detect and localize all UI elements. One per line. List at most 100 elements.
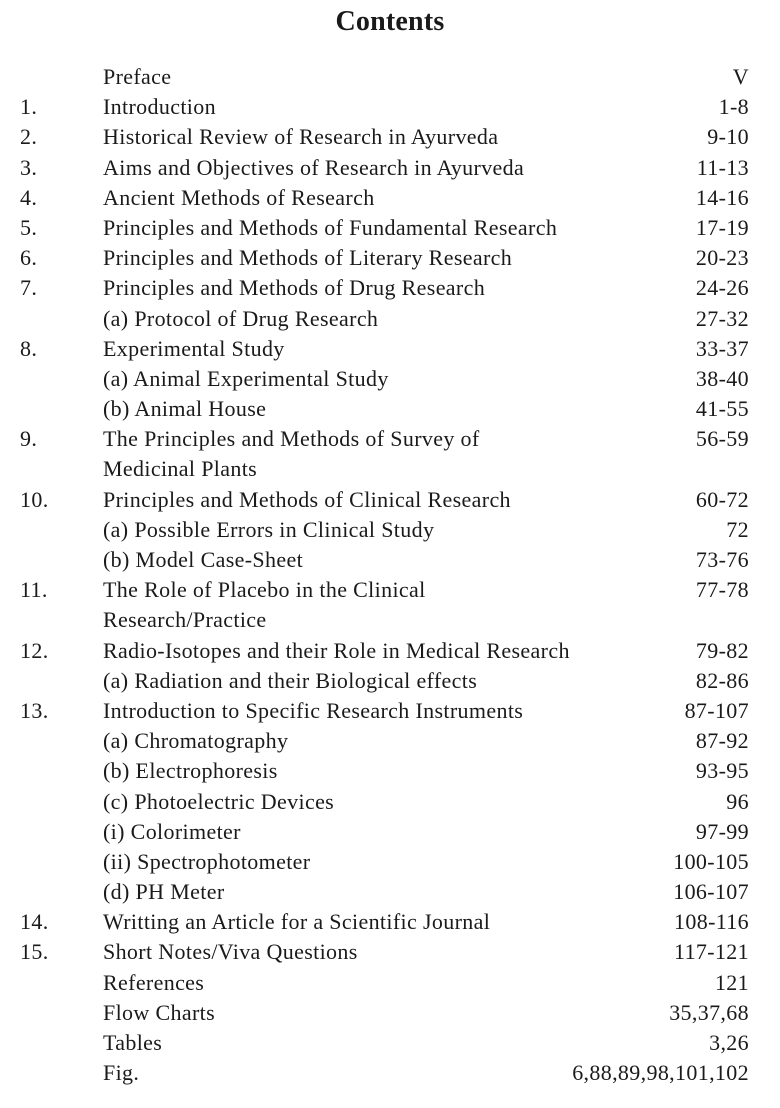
page-title: Contents bbox=[335, 6, 445, 37]
entry-number: 4. bbox=[20, 184, 38, 210]
toc-entry: (a) Protocol of Drug Research 27-32 bbox=[0, 304, 780, 334]
entry-pages: 6,88,89,98,101,102 bbox=[572, 1060, 749, 1086]
toc-entry: 12. Radio-Isotopes and their Role in Medi… bbox=[0, 636, 780, 666]
entry-title: (a) Chromatography bbox=[103, 728, 289, 754]
entry-pages: 35,37,68 bbox=[669, 999, 749, 1025]
entry-number: 6. bbox=[20, 245, 38, 271]
entry-pages: 82-86 bbox=[695, 667, 749, 693]
entry-pages: V bbox=[732, 64, 749, 89]
entry-pages: 117-121 bbox=[674, 939, 749, 965]
entry-title: Tables bbox=[103, 1030, 163, 1055]
entry-pages: 9-10 bbox=[707, 124, 749, 150]
entry-number: 11. bbox=[20, 577, 48, 603]
entry-pages: 73-76 bbox=[695, 547, 749, 572]
toc-entry: 1. Introduction 1-8 bbox=[0, 92, 780, 122]
toc-entry: Flow Charts 35,37,68 bbox=[0, 998, 780, 1028]
entry-pages: 11-13 bbox=[696, 154, 749, 180]
entry-pages: 97-99 bbox=[695, 818, 749, 844]
toc-entry: 14. Writting an Article for a Scientific … bbox=[0, 907, 780, 937]
entry-title: (d) PH Meter bbox=[103, 879, 225, 905]
entry-pages: 41-55 bbox=[695, 396, 749, 422]
entry-title: Flow Charts bbox=[103, 999, 216, 1025]
entry-title: Radio-Isotopes and their Role in Medical… bbox=[103, 637, 570, 663]
entry-pages: 24-26 bbox=[695, 275, 749, 301]
entry-title: Fig. bbox=[103, 1060, 140, 1086]
toc-entry: Research/Practice bbox=[0, 605, 780, 635]
toc-entry: 11. The Role of Placebo in the Clinical 77… bbox=[0, 575, 780, 605]
entry-title: References bbox=[103, 969, 205, 995]
toc-entry: Tables 3,26 bbox=[0, 1028, 780, 1058]
entry-pages: 79-82 bbox=[695, 637, 749, 663]
toc-entry: 3. Aims and Objectives of Research in Ayu… bbox=[0, 153, 780, 183]
entry-title: Writting an Article for a Scientific Jou… bbox=[103, 909, 491, 935]
toc-entry: (b) Animal House 41-55 bbox=[0, 394, 780, 424]
toc-entry: 10. Principles and Methods of Clinical Re… bbox=[0, 485, 780, 515]
entry-number: 14. bbox=[20, 909, 49, 935]
entry-title: (c) Photoelectric Devices bbox=[103, 788, 335, 814]
entry-title: (a) Protocol of Drug Research bbox=[103, 305, 379, 331]
entry-pages: 3,26 bbox=[709, 1030, 749, 1055]
toc-entry: 13. Introduction to Specific Research Ins… bbox=[0, 696, 780, 726]
entry-title: Medicinal Plants bbox=[103, 456, 258, 482]
toc-entry: (b) Model Case-Sheet 73-76 bbox=[0, 545, 780, 575]
entry-number: 2. bbox=[20, 124, 38, 150]
entry-pages: 20-23 bbox=[695, 245, 749, 271]
entry-title: (a) Animal Experimental Study bbox=[103, 365, 389, 391]
entry-pages: 108-116 bbox=[674, 909, 749, 935]
entry-number: 12. bbox=[20, 637, 49, 663]
entry-title: Experimental Study bbox=[103, 335, 285, 361]
entry-pages: 17-19 bbox=[695, 214, 749, 240]
entry-title: (b) Animal House bbox=[103, 396, 267, 422]
entry-number: 13. bbox=[20, 697, 49, 723]
toc-entry: References 121 bbox=[0, 968, 780, 998]
entry-number: 5. bbox=[20, 214, 38, 240]
entry-pages: 1-8 bbox=[718, 94, 749, 120]
toc-entry: 7. Principles and Methods of Drug Researc… bbox=[0, 273, 780, 303]
entry-pages: 38-40 bbox=[695, 365, 749, 391]
entry-title: Principles and Methods of Fundamental Re… bbox=[103, 214, 558, 240]
entry-title: (a) Radiation and their Biological effec… bbox=[103, 667, 478, 693]
toc-entry: (a) Chromatography 87-92 bbox=[0, 726, 780, 756]
entry-title: (i) Colorimeter bbox=[103, 818, 241, 844]
toc-entry: (b) Electrophoresis 93-95 bbox=[0, 756, 780, 786]
entry-title: Principles and Methods of Clinical Resea… bbox=[103, 486, 511, 512]
entry-title: Aims and Objectives of Research in Ayurv… bbox=[103, 154, 525, 180]
entry-title: (b) Model Case-Sheet bbox=[103, 547, 304, 572]
toc-entry: (c) Photoelectric Devices 96 bbox=[0, 787, 780, 817]
toc-entry: 5. Principles and Methods of Fundamental … bbox=[0, 213, 780, 243]
entry-number: 9. bbox=[20, 426, 38, 452]
entry-title: Principles and Methods of Drug Research bbox=[103, 275, 486, 301]
entry-title: The Principles and Methods of Survey of bbox=[103, 426, 480, 452]
toc-entry: 4. Ancient Methods of Research 14-16 bbox=[0, 183, 780, 213]
entry-number: 1. bbox=[20, 94, 38, 120]
toc-entry: (a) Animal Experimental Study 38-40 bbox=[0, 364, 780, 394]
toc-entry: 2. Historical Review of Research in Ayurv… bbox=[0, 122, 780, 152]
entry-title: (b) Electrophoresis bbox=[103, 758, 278, 784]
toc-entry: (a) Possible Errors in Clinical Study 72 bbox=[0, 515, 780, 545]
entry-title: (a) Possible Errors in Clinical Study bbox=[103, 516, 435, 542]
toc-entry: (d) PH Meter 106-107 bbox=[0, 877, 780, 907]
entry-pages: 100-105 bbox=[673, 848, 749, 874]
entry-number: 8. bbox=[20, 335, 38, 361]
entry-title: Ancient Methods of Research bbox=[103, 184, 375, 210]
entry-title: Research/Practice bbox=[103, 607, 267, 633]
entry-title: (ii) Spectrophotometer bbox=[103, 848, 311, 874]
entry-pages: 106-107 bbox=[673, 879, 749, 905]
entry-number: 10. bbox=[20, 486, 49, 512]
entry-title: The Role of Placebo in the Clinical bbox=[103, 577, 426, 603]
entry-pages: 87-92 bbox=[695, 728, 749, 754]
entry-title: Introduction bbox=[103, 94, 216, 120]
entry-title: Principles and Methods of Literary Resea… bbox=[103, 245, 513, 271]
entry-number: 3. bbox=[20, 154, 38, 180]
entry-pages: 33-37 bbox=[695, 335, 749, 361]
entry-title: Introduction to Specific Research Instru… bbox=[103, 697, 524, 723]
entry-pages: 87-107 bbox=[684, 697, 749, 723]
entry-number: 15. bbox=[20, 939, 49, 965]
entry-pages: 14-16 bbox=[695, 184, 749, 210]
toc-entry: Medicinal Plants bbox=[0, 454, 780, 484]
entry-pages: 56-59 bbox=[695, 426, 749, 452]
toc-entry: (a) Radiation and their Biological effec… bbox=[0, 666, 780, 696]
toc-entry: 8. Experimental Study 33-37 bbox=[0, 334, 780, 364]
entry-title: Short Notes/Viva Questions bbox=[103, 939, 358, 965]
entry-pages: 27-32 bbox=[695, 305, 749, 331]
